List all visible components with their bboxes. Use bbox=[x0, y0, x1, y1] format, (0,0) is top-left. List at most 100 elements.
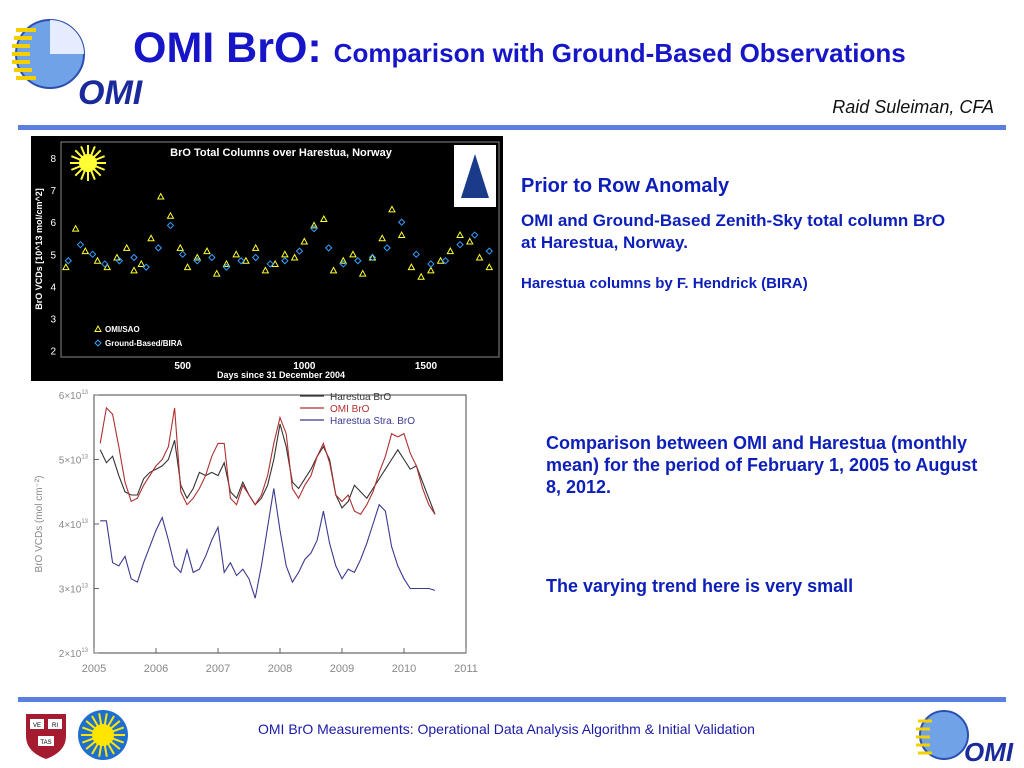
scatter-plot-frame bbox=[60, 141, 500, 358]
omi-logo: OMI bbox=[12, 19, 144, 112]
ground-point bbox=[178, 250, 187, 259]
legend-label: Harestua BrO bbox=[330, 392, 391, 403]
ground-point bbox=[339, 260, 347, 268]
data-credit: Harestua columns by F. Hendrick (BIRA) bbox=[521, 275, 808, 292]
omi-point bbox=[388, 205, 396, 213]
shield-text-ve: VE bbox=[33, 723, 41, 729]
scatter-ytick-label: 6 bbox=[50, 218, 56, 229]
scatter-xtick-label: 1500 bbox=[415, 361, 438, 372]
description-paragraph: OMI and Ground-Based Zenith-Sky total co… bbox=[521, 211, 946, 252]
ground-point bbox=[76, 240, 85, 249]
title-main-text: OMI BrO: bbox=[133, 24, 322, 72]
omi-point bbox=[251, 243, 260, 251]
omi-logo-text: OMI bbox=[78, 74, 144, 112]
omi-point bbox=[222, 259, 231, 267]
ground-point bbox=[101, 260, 109, 268]
harestua-strat-line bbox=[100, 488, 436, 599]
footer-divider bbox=[18, 697, 1006, 702]
omi-point bbox=[261, 266, 270, 274]
scatter-background bbox=[31, 136, 503, 381]
footer-omi-logo: OMI bbox=[916, 710, 1014, 765]
omi-point bbox=[176, 243, 185, 251]
ground-point bbox=[441, 257, 450, 265]
omi-point bbox=[378, 234, 387, 242]
scatter-ytick-label: 8 bbox=[50, 154, 56, 165]
scatter-ytick-label: 2 bbox=[50, 347, 56, 358]
scatter-ytick-label: 7 bbox=[50, 186, 56, 197]
ground-point bbox=[64, 257, 73, 265]
omi-point bbox=[137, 259, 146, 267]
line-xtick-label: 2007 bbox=[206, 663, 230, 675]
author-credit: Raid Suleiman, CFA bbox=[832, 97, 994, 117]
line-ytick-label: 4×1013 bbox=[59, 519, 89, 531]
scatter-ytick-label: 3 bbox=[50, 314, 56, 325]
ground-point bbox=[427, 260, 435, 268]
omi-point bbox=[147, 234, 155, 242]
ground-point bbox=[485, 247, 493, 255]
ground-point bbox=[251, 253, 260, 262]
footer-omi-logo-text: OMI bbox=[964, 737, 1014, 765]
ground-point bbox=[456, 240, 464, 249]
harvard-shield-icon: VE RI TAS bbox=[26, 714, 66, 759]
ground-point bbox=[237, 257, 245, 265]
shield-text-ri: RI bbox=[52, 723, 58, 729]
omi-point bbox=[358, 269, 367, 277]
legend-label-omi: OMI/SAO bbox=[105, 325, 140, 334]
line-xtick-label: 2011 bbox=[454, 663, 478, 675]
harestua-line bbox=[99, 423, 436, 515]
legend-label: OMI BrO bbox=[330, 404, 370, 415]
line-ytick-label: 6×1013 bbox=[59, 390, 89, 402]
ground-point bbox=[266, 260, 274, 268]
line-ytick-label: 5×1013 bbox=[59, 455, 89, 467]
omi-point bbox=[310, 221, 318, 229]
ground-point bbox=[354, 257, 362, 265]
line-ytick-label: 3×1013 bbox=[59, 584, 89, 596]
omi-point bbox=[122, 243, 131, 251]
line-xtick-label: 2005 bbox=[82, 663, 106, 675]
ground-point bbox=[397, 218, 406, 226]
ground-point bbox=[281, 257, 289, 265]
scatter-ylabel: BrO VCDs [10^13 mol/cm^2] bbox=[34, 188, 44, 310]
scatter-title: BrO Total Columns over Harestua, Norway bbox=[170, 147, 393, 159]
line-ylabel: BrO VCDs (mol cm⁻²) bbox=[34, 476, 45, 573]
page-title: OMI BrO: Comparison with Ground-Based Ob… bbox=[133, 24, 906, 73]
ground-point bbox=[130, 253, 138, 262]
scatter-ytick-label: 5 bbox=[50, 250, 56, 261]
footer-sun-icon bbox=[78, 710, 128, 760]
omi-point bbox=[349, 250, 357, 258]
omi-point bbox=[290, 253, 299, 261]
ground-point bbox=[412, 250, 420, 259]
line-xtick-label: 2009 bbox=[330, 663, 354, 675]
legend-marker-ground bbox=[94, 339, 102, 347]
omi-point bbox=[485, 263, 494, 271]
omi-point bbox=[319, 214, 328, 223]
omi-point bbox=[183, 263, 192, 271]
scatter-chart: BrO Total Columns over Harestua, Norway … bbox=[31, 136, 503, 381]
scatter-xlabel: Days since 31 December 2004 bbox=[217, 370, 345, 380]
omi-point bbox=[166, 211, 175, 219]
prior-heading: Prior to Row Anomaly bbox=[521, 175, 730, 197]
legend-label: Harestua Stra. BrO bbox=[330, 416, 415, 427]
omi-point bbox=[103, 263, 112, 271]
scatter-xtick-label: 500 bbox=[174, 361, 191, 372]
line-xtick-label: 2008 bbox=[268, 663, 292, 675]
shield-text-tas: TAS bbox=[40, 740, 51, 746]
ground-point bbox=[295, 247, 304, 255]
omi-point bbox=[156, 192, 165, 200]
ground-point bbox=[383, 244, 391, 252]
omi-point bbox=[407, 263, 416, 271]
scatter-legend: OMI/SAO Ground-Based/BIRA bbox=[94, 324, 183, 348]
omi-point bbox=[212, 269, 221, 277]
ground-point bbox=[368, 253, 377, 262]
omi-point bbox=[329, 266, 338, 274]
omi-point bbox=[397, 231, 406, 239]
scatter-xtick-label: 1000 bbox=[293, 361, 316, 372]
legend-label-ground: Ground-Based/BIRA bbox=[105, 339, 183, 348]
omi-point bbox=[339, 256, 348, 264]
ground-point bbox=[142, 263, 150, 271]
ground-point bbox=[324, 244, 333, 252]
sun-icon bbox=[70, 145, 106, 181]
omi-point bbox=[71, 224, 80, 232]
omi-line bbox=[99, 406, 436, 516]
ground-point bbox=[154, 244, 163, 252]
